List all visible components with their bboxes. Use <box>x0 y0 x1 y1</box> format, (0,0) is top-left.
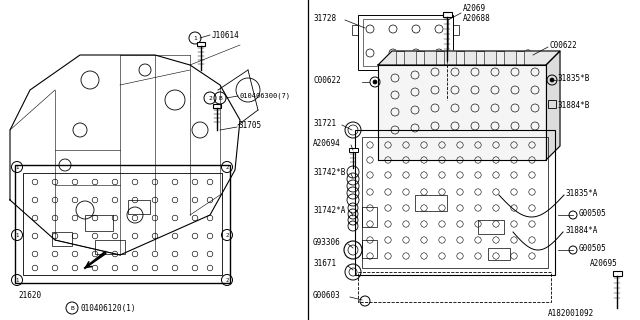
Text: A20688: A20688 <box>463 13 491 22</box>
Text: 31835*A: 31835*A <box>566 188 598 197</box>
Text: 31884*A: 31884*A <box>566 226 598 235</box>
Text: J10614: J10614 <box>212 30 240 39</box>
Bar <box>396 51 404 65</box>
Text: 1: 1 <box>15 164 19 170</box>
Circle shape <box>373 80 377 84</box>
Text: 31835*B: 31835*B <box>557 74 589 83</box>
Text: 31728: 31728 <box>313 13 336 22</box>
Text: A2069: A2069 <box>463 4 486 12</box>
Text: G00603: G00603 <box>313 291 340 300</box>
Polygon shape <box>378 51 560 65</box>
Text: 2: 2 <box>225 277 228 283</box>
Bar <box>443 12 452 17</box>
Bar <box>362 240 377 258</box>
Circle shape <box>526 53 530 57</box>
Text: 31721: 31721 <box>313 118 336 127</box>
Bar <box>128 200 150 214</box>
Bar <box>358 272 551 302</box>
Bar <box>488 248 510 260</box>
Text: 2: 2 <box>225 164 228 170</box>
Polygon shape <box>378 65 546 160</box>
Text: C00622: C00622 <box>313 76 340 84</box>
Text: 31705: 31705 <box>238 121 261 130</box>
Bar <box>358 15 453 70</box>
Bar <box>456 51 464 65</box>
Bar <box>436 51 444 65</box>
Bar <box>476 51 484 65</box>
Text: A182001092: A182001092 <box>548 309 595 318</box>
Text: B: B <box>218 95 222 100</box>
Text: A20695: A20695 <box>590 259 618 268</box>
Text: G00505: G00505 <box>579 209 607 218</box>
Bar <box>197 42 205 46</box>
Bar <box>496 51 504 65</box>
Bar <box>213 104 221 108</box>
Bar <box>453 25 459 35</box>
Text: 2: 2 <box>225 233 228 237</box>
Bar <box>478 220 504 234</box>
Bar <box>85 215 113 231</box>
Bar <box>548 100 556 108</box>
Circle shape <box>550 78 554 82</box>
Bar <box>363 19 448 66</box>
Bar <box>416 51 424 65</box>
Text: 1: 1 <box>15 233 19 237</box>
Bar <box>52 232 72 246</box>
Bar <box>362 137 548 268</box>
Text: 31884*B: 31884*B <box>557 100 589 109</box>
Text: G00505: G00505 <box>579 244 607 252</box>
Bar <box>415 195 447 211</box>
Bar <box>23 173 222 275</box>
Bar <box>95 240 125 254</box>
Text: G93306: G93306 <box>313 237 340 246</box>
Bar <box>613 271 622 276</box>
Text: 1: 1 <box>15 277 19 283</box>
Bar <box>355 130 555 275</box>
Bar <box>516 51 524 65</box>
Bar <box>349 148 358 152</box>
Polygon shape <box>546 51 560 160</box>
Text: B: B <box>70 306 74 310</box>
Text: 31742*B: 31742*B <box>313 167 346 177</box>
Text: 010406300(7): 010406300(7) <box>239 93 290 99</box>
Bar <box>15 165 230 283</box>
Text: 010406120(1): 010406120(1) <box>80 303 136 313</box>
Text: C00622: C00622 <box>550 41 578 50</box>
Text: 1: 1 <box>193 36 197 41</box>
Text: 2: 2 <box>208 95 212 100</box>
Bar <box>352 25 358 35</box>
Text: A20694: A20694 <box>313 139 340 148</box>
Bar <box>362 207 377 227</box>
Text: 31671: 31671 <box>313 260 336 268</box>
Text: 31742*A: 31742*A <box>313 205 346 214</box>
Text: 21620: 21620 <box>18 292 41 300</box>
Polygon shape <box>10 55 240 255</box>
